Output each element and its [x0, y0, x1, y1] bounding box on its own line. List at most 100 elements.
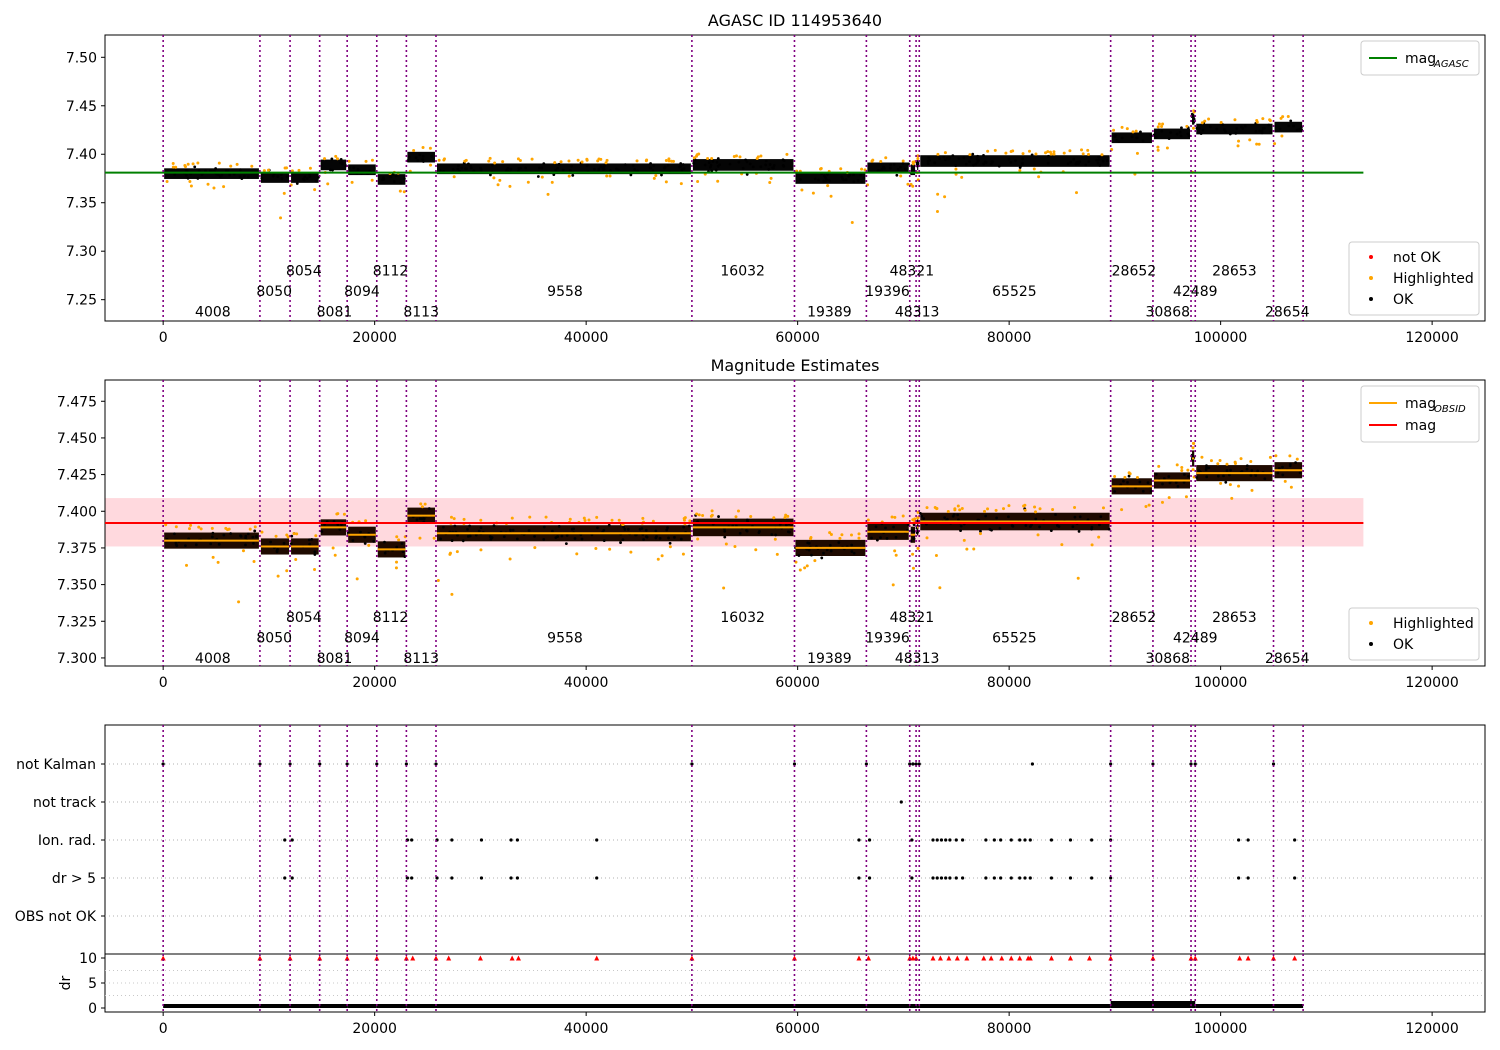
ok-point	[1149, 489, 1153, 493]
ok-point	[1281, 473, 1285, 477]
highlighted-point	[893, 515, 897, 519]
ok-point	[402, 177, 406, 181]
ok-point	[715, 160, 719, 164]
ok-point	[193, 165, 197, 169]
legend-label: OK	[1393, 637, 1414, 653]
ok-point	[860, 180, 864, 184]
highlighted-point	[1185, 124, 1189, 128]
flag-point	[954, 876, 958, 880]
highlighted-point	[576, 158, 580, 162]
dr-points	[376, 1004, 407, 1008]
highlighted-point	[165, 179, 169, 183]
ok-point	[895, 173, 899, 177]
legend-point-swatch	[1369, 255, 1373, 259]
ok-point	[406, 159, 410, 163]
highlighted-point	[671, 159, 675, 163]
dr-clipped-marker	[374, 955, 380, 961]
ok-point	[757, 531, 761, 535]
ok-point	[997, 164, 1001, 168]
highlighted-point	[594, 546, 598, 550]
obsid-label: 9558	[547, 284, 583, 300]
highlighted-point	[479, 518, 483, 522]
ok-point	[910, 529, 914, 532]
flag-point	[1189, 762, 1193, 766]
highlighted-point	[1203, 119, 1207, 123]
x-tick-label: 100000	[1194, 1021, 1247, 1037]
ok-point	[474, 533, 478, 537]
highlighted-point	[448, 552, 452, 556]
highlighted-point	[871, 158, 875, 162]
ok-point	[971, 152, 975, 156]
highlighted-point	[347, 159, 351, 163]
ok-point	[1204, 468, 1208, 472]
ok-point	[222, 533, 226, 537]
obsid-label: 8050	[256, 630, 292, 646]
ok-point	[1090, 527, 1093, 531]
highlighted-point	[645, 158, 649, 162]
ok-point	[784, 523, 788, 527]
ok-point	[1162, 477, 1166, 480]
ok-point	[682, 167, 686, 171]
ok-point	[876, 169, 880, 173]
ok-points	[348, 164, 376, 176]
ok-point	[907, 162, 910, 166]
highlighted-point	[769, 176, 773, 180]
dr-points	[919, 1004, 1111, 1008]
highlighted-point	[1167, 496, 1171, 500]
ok-point	[840, 175, 844, 179]
ok-point	[850, 550, 854, 553]
ok-point	[640, 527, 644, 530]
ok-point	[1098, 523, 1101, 527]
ok-point	[709, 163, 713, 167]
dr-clipped-marker	[1067, 955, 1073, 961]
flag-point	[1028, 838, 1032, 842]
ok-point	[711, 159, 715, 163]
flag-point	[1068, 838, 1073, 842]
highlighted-point	[419, 502, 423, 506]
highlighted-point	[1036, 533, 1040, 537]
dr-clipped-marker	[433, 955, 439, 961]
highlighted-point	[1186, 468, 1190, 472]
dr-clipped-marker	[317, 955, 323, 961]
flag-point	[1109, 876, 1113, 880]
ok-point	[1241, 127, 1245, 130]
highlighted-point	[1160, 500, 1164, 504]
ok-point	[631, 163, 635, 167]
ok-point	[602, 539, 606, 543]
flag-point	[1049, 876, 1054, 880]
highlighted-point	[1289, 485, 1293, 489]
obsid-label: 8081	[317, 651, 353, 667]
ok-point	[912, 537, 915, 540]
ok-point	[1134, 486, 1137, 490]
ok-point	[1135, 136, 1139, 140]
ok-point	[570, 527, 574, 531]
y-tick-label: 7.45	[66, 99, 97, 115]
ok-point	[954, 164, 958, 168]
highlighted-point	[492, 176, 496, 180]
ok-point	[430, 154, 434, 158]
highlighted-point	[652, 176, 656, 180]
highlighted-point	[1280, 134, 1284, 138]
ok-point	[626, 527, 630, 531]
ok-point	[1086, 518, 1090, 522]
y-tick-label: 7.425	[57, 468, 97, 484]
highlighted-point	[1192, 441, 1196, 445]
ok-point	[565, 534, 569, 537]
ok-point	[305, 177, 309, 180]
legend-label: not OK	[1393, 250, 1441, 266]
highlighted-point	[1113, 475, 1117, 479]
dr-clipped-marker	[160, 955, 166, 961]
highlighted-point	[1044, 151, 1048, 155]
ok-point	[1197, 127, 1201, 131]
panel-magnitude-estimates: 4008 8050 8054 8081 8094 8112 8113 9558 16032 193…	[57, 356, 1486, 691]
ok-point	[1205, 464, 1208, 468]
obsid-label: 8054	[286, 610, 322, 626]
highlighted-point	[308, 166, 312, 170]
flag-point	[867, 838, 872, 842]
x-tick-label: 80000	[987, 330, 1032, 346]
ok-point	[275, 549, 279, 553]
flag-point	[944, 876, 948, 880]
point-legend	[1348, 241, 1480, 316]
ok-point	[844, 178, 848, 182]
highlighted-point	[696, 179, 700, 183]
